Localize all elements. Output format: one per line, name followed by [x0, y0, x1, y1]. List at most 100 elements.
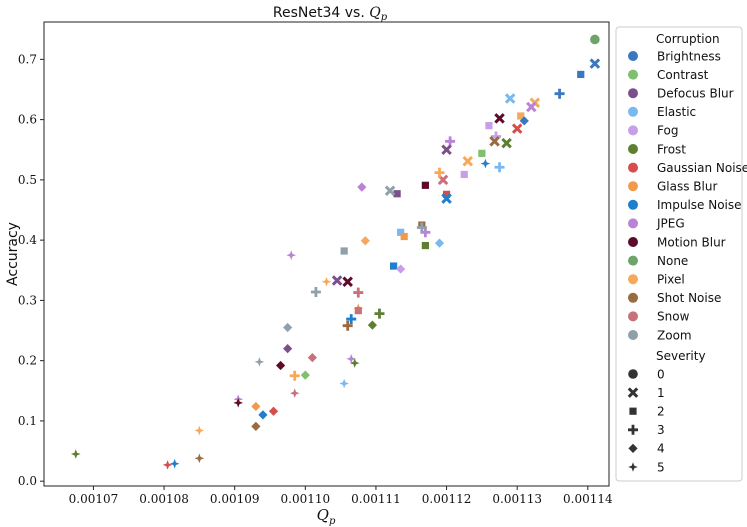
data-point: [283, 322, 293, 333]
x-tick-label: 0.00112: [422, 492, 472, 506]
data-point: [286, 250, 296, 261]
x-tick-label: 0.00114: [563, 492, 613, 506]
legend-swatch: [628, 181, 638, 192]
data-point: [494, 162, 505, 173]
data-point: [367, 320, 378, 330]
legend-label: Gaussian Noise: [657, 161, 747, 175]
legend-style-title: Severity: [656, 349, 706, 363]
x-tick-label: 0.00109: [210, 492, 260, 506]
x-axis-label: Qp: [317, 506, 336, 527]
legend-marker: [628, 462, 638, 472]
legend-swatch: [628, 199, 638, 210]
data-point: [342, 320, 353, 331]
data-point: [169, 458, 180, 469]
data-point: [289, 370, 300, 381]
data-point: [441, 193, 452, 204]
legend-marker: [628, 443, 638, 453]
legend-hue-title: Corruption: [656, 32, 720, 46]
legend-swatch: [628, 162, 638, 173]
y-axis-label: Accuracy: [5, 222, 21, 286]
legend-swatch: [628, 218, 638, 229]
legend-marker: [629, 407, 637, 415]
data-point: [519, 116, 529, 126]
legend-swatch: [628, 88, 638, 99]
y-tick-label: 0.3: [18, 293, 37, 307]
y-tick-label: 0.6: [18, 113, 37, 127]
y-tick-label: 0.4: [18, 233, 37, 247]
data-point: [434, 167, 445, 178]
data-point: [517, 112, 525, 120]
data-point: [340, 247, 348, 255]
legend-swatch: [628, 106, 638, 117]
data-point: [384, 185, 396, 196]
data-point: [397, 228, 405, 236]
legend-label: Defocus Blur: [657, 87, 734, 101]
legend-label: Fog: [657, 124, 678, 138]
data-point: [254, 357, 265, 367]
legend-label: JPEG: [656, 217, 685, 231]
data-point: [331, 275, 343, 286]
data-point: [360, 236, 370, 246]
data-point: [349, 358, 360, 368]
chart-title: ResNet34 vs. Qp: [273, 5, 388, 23]
data-point: [275, 360, 286, 371]
data-point: [233, 398, 244, 408]
data-point: [258, 410, 268, 420]
data-point: [480, 158, 491, 169]
x-tick-label: 0.00108: [139, 492, 189, 506]
legend-swatch: [628, 125, 638, 136]
legend-swatch: [628, 330, 638, 340]
x-tick-label: 0.00113: [492, 492, 542, 506]
data-point: [589, 58, 601, 69]
data-point: [346, 314, 357, 325]
legend-swatch: [628, 255, 638, 266]
data-point: [478, 149, 486, 157]
legend-label: Zoom: [657, 328, 692, 342]
data-point: [504, 93, 516, 104]
data-point: [194, 425, 205, 436]
y-tick-label: 0.7: [18, 52, 37, 66]
legend-label: Motion Blur: [657, 235, 726, 249]
legend-label: Contrast: [657, 68, 709, 82]
legend: Corruption Brightness Contrast Defocus Blu…: [615, 26, 747, 482]
data-point: [442, 190, 451, 198]
legend-swatch: [628, 51, 638, 61]
legend-marker: [628, 424, 638, 435]
data-point: [374, 308, 385, 319]
data-point: [462, 155, 474, 167]
y-tick-label: 0.2: [18, 354, 37, 368]
x-tick-label: 0.00111: [351, 492, 401, 506]
legend-label: 1: [657, 386, 665, 400]
legend-label: Pixel: [657, 273, 685, 287]
data-point: [268, 406, 279, 416]
data-point: [300, 370, 310, 380]
data-point: [342, 276, 353, 287]
legend-label: Elastic: [657, 105, 696, 119]
legend-marker: [628, 369, 638, 379]
data-point: [421, 241, 429, 250]
data-point: [251, 421, 261, 431]
legend-label: 0: [657, 367, 665, 381]
data-point: [489, 136, 500, 147]
legend-label: 5: [657, 460, 665, 474]
legend-label: Glass Blur: [657, 180, 717, 194]
data-point: [501, 137, 512, 149]
data-point: [353, 287, 364, 298]
data-point: [526, 101, 537, 113]
data-point: [511, 123, 523, 134]
legend-label: Impulse Noise: [657, 198, 742, 212]
data-point: [346, 354, 357, 364]
y-axis: 0.0 0.1 0.2 0.3 0.4 0.5 0.6 0.7: [18, 52, 44, 488]
legend-label: None: [657, 254, 688, 268]
y-tick-label: 0.0: [18, 474, 37, 488]
y-tick-label: 0.5: [18, 173, 37, 187]
data-point: [494, 113, 505, 124]
data-point: [445, 136, 456, 147]
legend-label: Brightness: [657, 49, 721, 63]
legend-swatch: [628, 311, 638, 322]
data-point: [460, 170, 468, 179]
data-point: [194, 453, 205, 464]
x-axis: 0.00107 0.00108 0.00109 0.00110 0.00111 0.001…: [69, 486, 613, 506]
data-point: [251, 401, 261, 412]
